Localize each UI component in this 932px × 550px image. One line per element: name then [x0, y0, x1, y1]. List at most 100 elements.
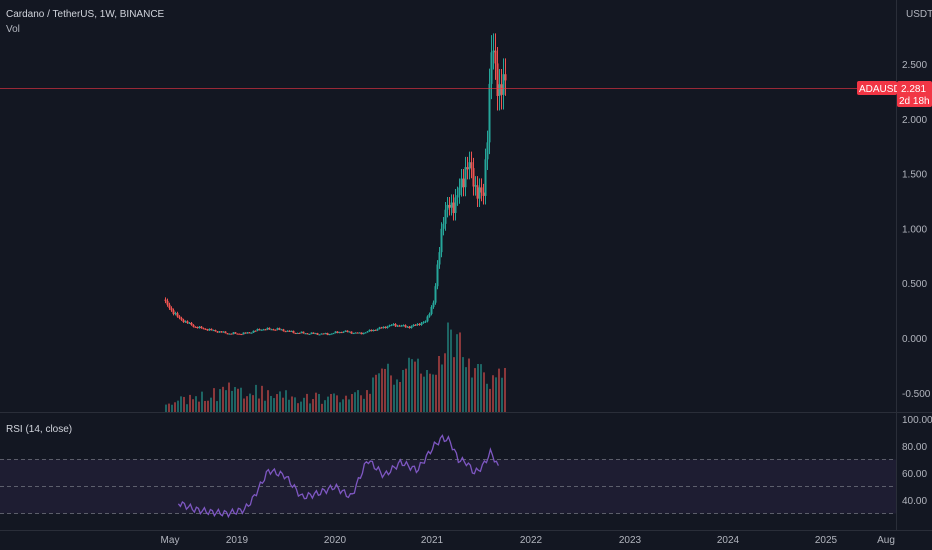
time-tick-label: 2023 — [619, 535, 642, 546]
volume-bar — [471, 377, 473, 412]
candle-body — [416, 323, 419, 326]
volume-bar — [435, 374, 437, 412]
candle-body — [302, 331, 305, 334]
time-tick-label: 2024 — [717, 535, 740, 546]
volume-bar — [324, 400, 326, 412]
volume-bar — [315, 392, 317, 412]
candle-body — [462, 178, 465, 188]
candle-body — [364, 332, 367, 334]
candle-body — [484, 159, 487, 196]
volume-bar — [177, 400, 179, 412]
candle-body — [356, 332, 359, 334]
volume-bar — [453, 357, 455, 412]
candle-body — [330, 333, 333, 335]
volume-bar — [216, 401, 218, 412]
candle-body — [324, 333, 327, 335]
candle-body — [442, 223, 445, 229]
candle-body — [278, 328, 281, 330]
candle-body — [424, 321, 427, 323]
candle-body — [466, 167, 469, 170]
volume-bar — [444, 353, 446, 412]
volume-bar — [279, 391, 281, 412]
time-tick-label: 2020 — [324, 535, 347, 546]
candle-body — [338, 332, 341, 334]
grid-lines — [0, 0, 932, 531]
candle-body — [238, 333, 241, 335]
symbol-tag-bg — [857, 81, 897, 96]
candle-body — [502, 74, 505, 95]
candle-body — [332, 333, 335, 335]
volume-bar — [468, 358, 470, 412]
candle-body — [206, 329, 209, 331]
candle-body — [268, 327, 271, 330]
volume-bar — [408, 357, 410, 412]
candle-body — [440, 228, 443, 253]
volume-bar — [417, 358, 419, 412]
rsi-tick-label: 80.00 — [902, 442, 927, 453]
candle-body — [376, 328, 379, 331]
candle-body — [234, 332, 237, 334]
volume-bar — [327, 396, 329, 412]
volume-bar — [339, 402, 341, 412]
volume-bar — [246, 396, 248, 412]
candle-body — [448, 204, 451, 208]
candle-body — [258, 329, 261, 331]
price-tick-label: 1.000 — [902, 224, 927, 235]
candle-body — [492, 50, 495, 53]
candle-body — [360, 332, 363, 335]
candle-body — [348, 331, 351, 333]
candle-body — [386, 326, 389, 329]
candle-body — [166, 300, 169, 305]
volume-bar — [213, 388, 215, 412]
volume-bar — [387, 363, 389, 412]
volume-bar — [306, 393, 308, 412]
volume-bar — [303, 397, 305, 412]
candle-body — [202, 328, 205, 330]
candle-body — [170, 308, 173, 311]
volume-bar — [318, 393, 320, 412]
volume-bar — [345, 395, 347, 412]
volume-bar — [495, 377, 497, 412]
candle-body — [480, 187, 483, 193]
candle-body — [420, 322, 423, 325]
volume-bar — [336, 395, 338, 412]
candle-body — [326, 333, 329, 335]
candle-body — [422, 322, 425, 324]
volume-bar — [411, 359, 413, 412]
volume-bar — [474, 368, 476, 412]
candle-body — [176, 313, 179, 317]
candle-body — [504, 74, 507, 81]
candle-body — [370, 329, 373, 332]
candle-body — [496, 63, 499, 96]
volume-bar — [258, 398, 260, 412]
candle-body — [454, 197, 457, 214]
candle-body — [296, 332, 299, 334]
candle-body — [224, 331, 227, 334]
volume-bar — [186, 404, 188, 412]
candle-body — [476, 185, 479, 199]
bar-countdown: 2d 18h — [899, 96, 930, 107]
candle-body — [164, 299, 167, 301]
time-tick-label: 2025 — [815, 535, 838, 546]
candle-body — [430, 307, 433, 314]
volume-bar — [483, 372, 485, 412]
candle-body — [180, 318, 183, 320]
candle-body — [182, 319, 185, 322]
candle-body — [256, 329, 259, 331]
price-candles — [164, 33, 507, 336]
volume-bar — [432, 374, 434, 412]
last-price-value: 2.281 — [901, 84, 926, 95]
time-tick-label: Aug — [877, 535, 895, 546]
volume-bar — [486, 383, 488, 412]
volume-bar — [180, 396, 182, 412]
volume-bar — [450, 329, 452, 412]
volume-bar — [210, 397, 212, 412]
candle-body — [192, 324, 195, 327]
price-axis: USDT 2.500 2.000 1.500 1.000 0.500 0.000 -0.500 — [902, 9, 932, 400]
candle-body — [336, 331, 339, 333]
candle-body — [282, 329, 285, 332]
candle-body — [204, 328, 207, 330]
candle-body — [262, 329, 265, 331]
candle-body — [178, 316, 181, 319]
